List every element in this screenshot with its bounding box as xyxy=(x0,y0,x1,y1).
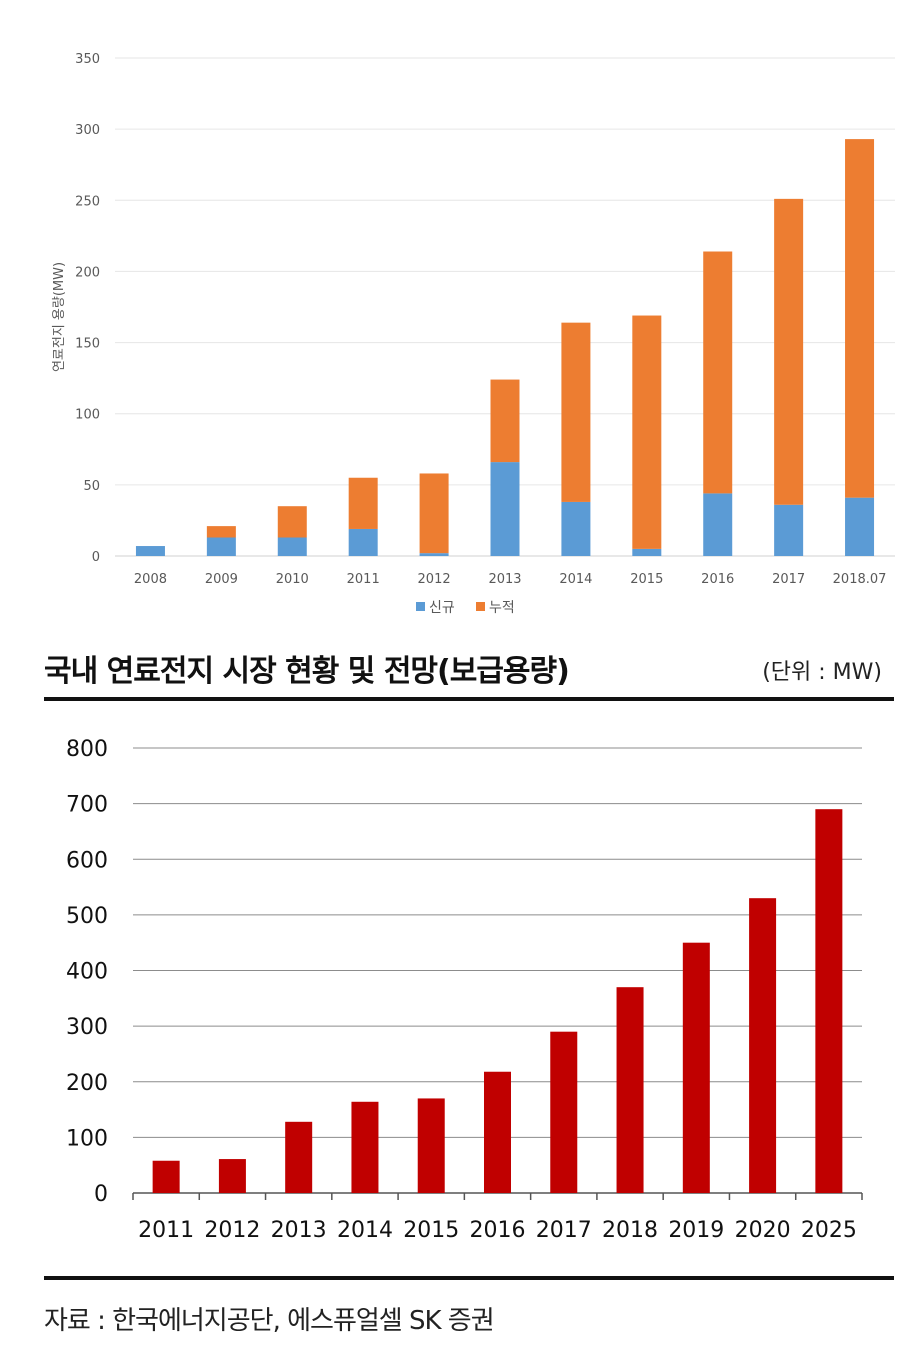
bar xyxy=(152,1160,180,1193)
legend-swatch xyxy=(416,602,425,611)
x-tick-label: 2010 xyxy=(276,572,309,587)
x-tick-label: 2017 xyxy=(536,1218,592,1243)
x-tick-label: 2011 xyxy=(138,1218,194,1243)
bar-new xyxy=(206,537,236,556)
bar-cumulative xyxy=(490,379,520,463)
legend-label: 누적 xyxy=(489,600,515,616)
y-tick-label: 50 xyxy=(83,479,100,494)
x-tick-label: 2020 xyxy=(735,1218,791,1243)
x-tick-label: 2009 xyxy=(205,572,238,587)
legend-label: 신규 xyxy=(429,600,455,616)
source-note: 자료 : 한국에너지공단, 에스퓨얼셀 SK 증권 xyxy=(44,1306,495,1336)
x-tick-label: 2015 xyxy=(403,1218,459,1243)
y-tick-label: 350 xyxy=(75,52,100,67)
x-tick-label: 2019 xyxy=(668,1218,724,1243)
bar-cumulative xyxy=(277,506,307,538)
bar xyxy=(815,809,843,1193)
bottom-divider xyxy=(44,1276,894,1280)
bar-new xyxy=(561,501,591,556)
bar-cumulative xyxy=(561,322,591,502)
bar-new xyxy=(135,546,165,556)
y-tick-label: 100 xyxy=(66,1126,108,1151)
y-tick-label: 800 xyxy=(66,737,108,762)
y-tick-label: 600 xyxy=(66,848,108,873)
x-tick-label: 2016 xyxy=(701,572,734,587)
bar-cumulative xyxy=(632,315,662,549)
bar-new xyxy=(774,504,804,556)
bar-new xyxy=(845,497,875,556)
y-tick-label: 300 xyxy=(75,123,100,138)
bar-cumulative xyxy=(774,198,804,505)
x-tick-label: 2014 xyxy=(337,1218,393,1243)
y-tick-label: 200 xyxy=(66,1071,108,1096)
y-tick-label: 0 xyxy=(94,1182,108,1207)
bar-cumulative xyxy=(206,526,236,538)
chart-title-row: 국내 연료전지 시장 현황 및 전망(보급용량) (단위 : MW) xyxy=(44,640,894,696)
bar-new xyxy=(490,462,520,556)
x-tick-label: 2016 xyxy=(470,1218,526,1243)
bar-new xyxy=(632,548,662,556)
bar xyxy=(285,1121,313,1193)
y-axis-label: 연료전지 용량(MW) xyxy=(52,262,67,372)
bar-new xyxy=(703,493,733,556)
x-tick-label: 2011 xyxy=(347,572,380,587)
unit-label: (단위 : MW) xyxy=(762,660,882,685)
y-tick-label: 700 xyxy=(66,793,108,818)
bar-new xyxy=(348,528,378,556)
bar-cumulative xyxy=(419,473,449,554)
x-tick-label: 2017 xyxy=(772,572,805,587)
x-tick-label: 2013 xyxy=(271,1218,327,1243)
x-tick-label: 2012 xyxy=(418,572,451,587)
y-tick-label: 0 xyxy=(92,550,100,565)
bar-cumulative xyxy=(845,139,875,498)
x-tick-label: 2008 xyxy=(134,572,167,587)
page-title: 국내 연료전지 시장 현황 및 전망(보급용량) xyxy=(44,654,570,689)
x-tick-label: 2015 xyxy=(630,572,663,587)
bar-new xyxy=(419,553,449,556)
bar-cumulative xyxy=(703,251,733,494)
y-tick-label: 150 xyxy=(75,337,100,352)
bar-new xyxy=(277,537,307,556)
x-tick-label: 2018.07 xyxy=(833,572,887,587)
x-tick-label: 2014 xyxy=(559,572,592,587)
y-tick-label: 250 xyxy=(75,194,100,209)
bar xyxy=(417,1098,445,1193)
x-tick-label: 2013 xyxy=(488,572,521,587)
x-tick-label: 2025 xyxy=(801,1218,857,1243)
y-tick-label: 100 xyxy=(75,408,100,423)
top-divider xyxy=(44,697,894,701)
y-tick-label: 500 xyxy=(66,904,108,929)
y-tick-label: 300 xyxy=(66,1015,108,1040)
bar xyxy=(218,1159,246,1193)
x-tick-label: 2018 xyxy=(602,1218,658,1243)
y-tick-label: 200 xyxy=(75,265,100,280)
x-tick-label: 2012 xyxy=(204,1218,260,1243)
bar xyxy=(550,1031,578,1193)
bar xyxy=(351,1101,379,1193)
y-tick-label: 400 xyxy=(66,960,108,985)
bar-chart-market-outlook: 0 100 200 300 400 500 600 700 800 2011 2012 2013 201… xyxy=(66,737,863,1243)
bar xyxy=(616,987,644,1193)
bar xyxy=(749,898,777,1193)
legend-swatch xyxy=(476,602,485,611)
bar-cumulative xyxy=(348,477,378,529)
bar xyxy=(682,942,710,1193)
bar xyxy=(484,1071,511,1193)
stacked-bar-chart-fuel-cell-capacity: 0 50 100 150 200 250 300 350 2008 2009 2010 2011 201… xyxy=(52,52,895,616)
